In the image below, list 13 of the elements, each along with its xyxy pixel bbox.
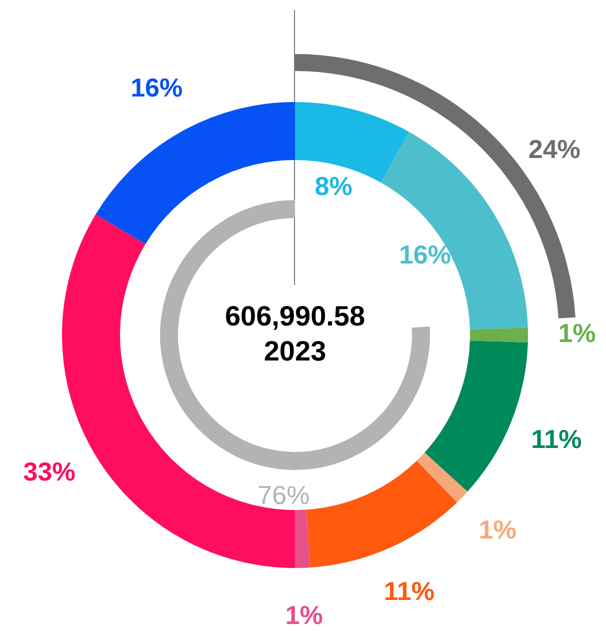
data-label: 16% bbox=[130, 72, 183, 102]
data-label: 11% bbox=[384, 576, 434, 606]
data-label: 24% bbox=[528, 134, 580, 164]
data-label: 8% bbox=[314, 171, 352, 202]
data-label: 33% bbox=[23, 456, 76, 487]
text: 606,990.58 bbox=[224, 300, 366, 332]
data-label: 1% bbox=[478, 514, 516, 544]
data-label: 76% bbox=[258, 480, 310, 510]
data-label: 11% bbox=[531, 424, 582, 454]
data-label: 1% bbox=[285, 600, 323, 630]
text: 2023 bbox=[264, 336, 326, 367]
data-label: 1% bbox=[558, 318, 596, 348]
data-label: 16% bbox=[398, 239, 452, 270]
